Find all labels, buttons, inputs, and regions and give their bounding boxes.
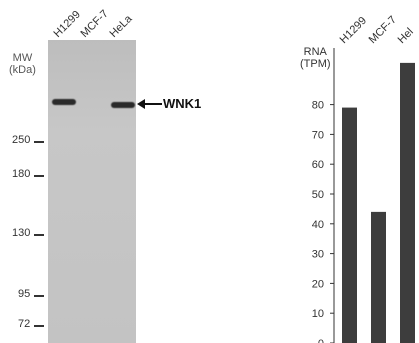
mw-title: MW (kDa) bbox=[9, 52, 36, 76]
category-label-mcf7: MCF-7 bbox=[367, 14, 399, 46]
mw-marker-130: 130 bbox=[12, 227, 31, 239]
y-tick-label-60: 60 bbox=[312, 159, 324, 171]
mw-tick-72 bbox=[34, 325, 44, 327]
bar-h1299 bbox=[342, 107, 357, 343]
blot-membrane bbox=[48, 40, 136, 343]
y-tick-label-20: 20 bbox=[312, 278, 324, 290]
chart-title-line1: RNA bbox=[303, 46, 327, 58]
y-tick-label-40: 40 bbox=[312, 219, 324, 231]
chart-title: RNA (TPM) bbox=[300, 46, 331, 70]
y-tick-label-50: 50 bbox=[312, 189, 324, 201]
category-label-h1299: H1299 bbox=[338, 15, 369, 46]
y-tick-label-0: 0 bbox=[318, 338, 324, 343]
y-tick-label-10: 10 bbox=[312, 308, 324, 320]
mw-marker-250: 250 bbox=[12, 134, 31, 146]
mw-title-line1: MW bbox=[12, 52, 33, 64]
left-arrow-icon bbox=[137, 99, 145, 109]
band-h1299 bbox=[52, 99, 76, 105]
mw-title-line2: (kDa) bbox=[9, 64, 36, 76]
y-tick-label-30: 30 bbox=[312, 249, 324, 261]
mw-marker-180: 180 bbox=[12, 168, 31, 180]
target-label: WNK1 bbox=[163, 96, 202, 111]
y-tick-label-70: 70 bbox=[312, 129, 324, 141]
mw-tick-95 bbox=[34, 295, 44, 297]
y-tick-label-80: 80 bbox=[312, 100, 324, 112]
chart-title-line2: (TPM) bbox=[300, 58, 331, 70]
band-hela bbox=[111, 102, 135, 108]
arrow-shaft bbox=[142, 103, 162, 105]
mw-marker-95: 95 bbox=[18, 288, 31, 300]
mw-tick-130 bbox=[34, 234, 44, 236]
mw-tick-250 bbox=[34, 141, 44, 143]
category-label-hela: Hel bbox=[396, 26, 416, 46]
mw-marker-72: 72 bbox=[18, 318, 31, 330]
bar-mcf7 bbox=[371, 211, 386, 343]
mw-tick-180 bbox=[34, 175, 44, 177]
bar-hela bbox=[400, 62, 415, 343]
